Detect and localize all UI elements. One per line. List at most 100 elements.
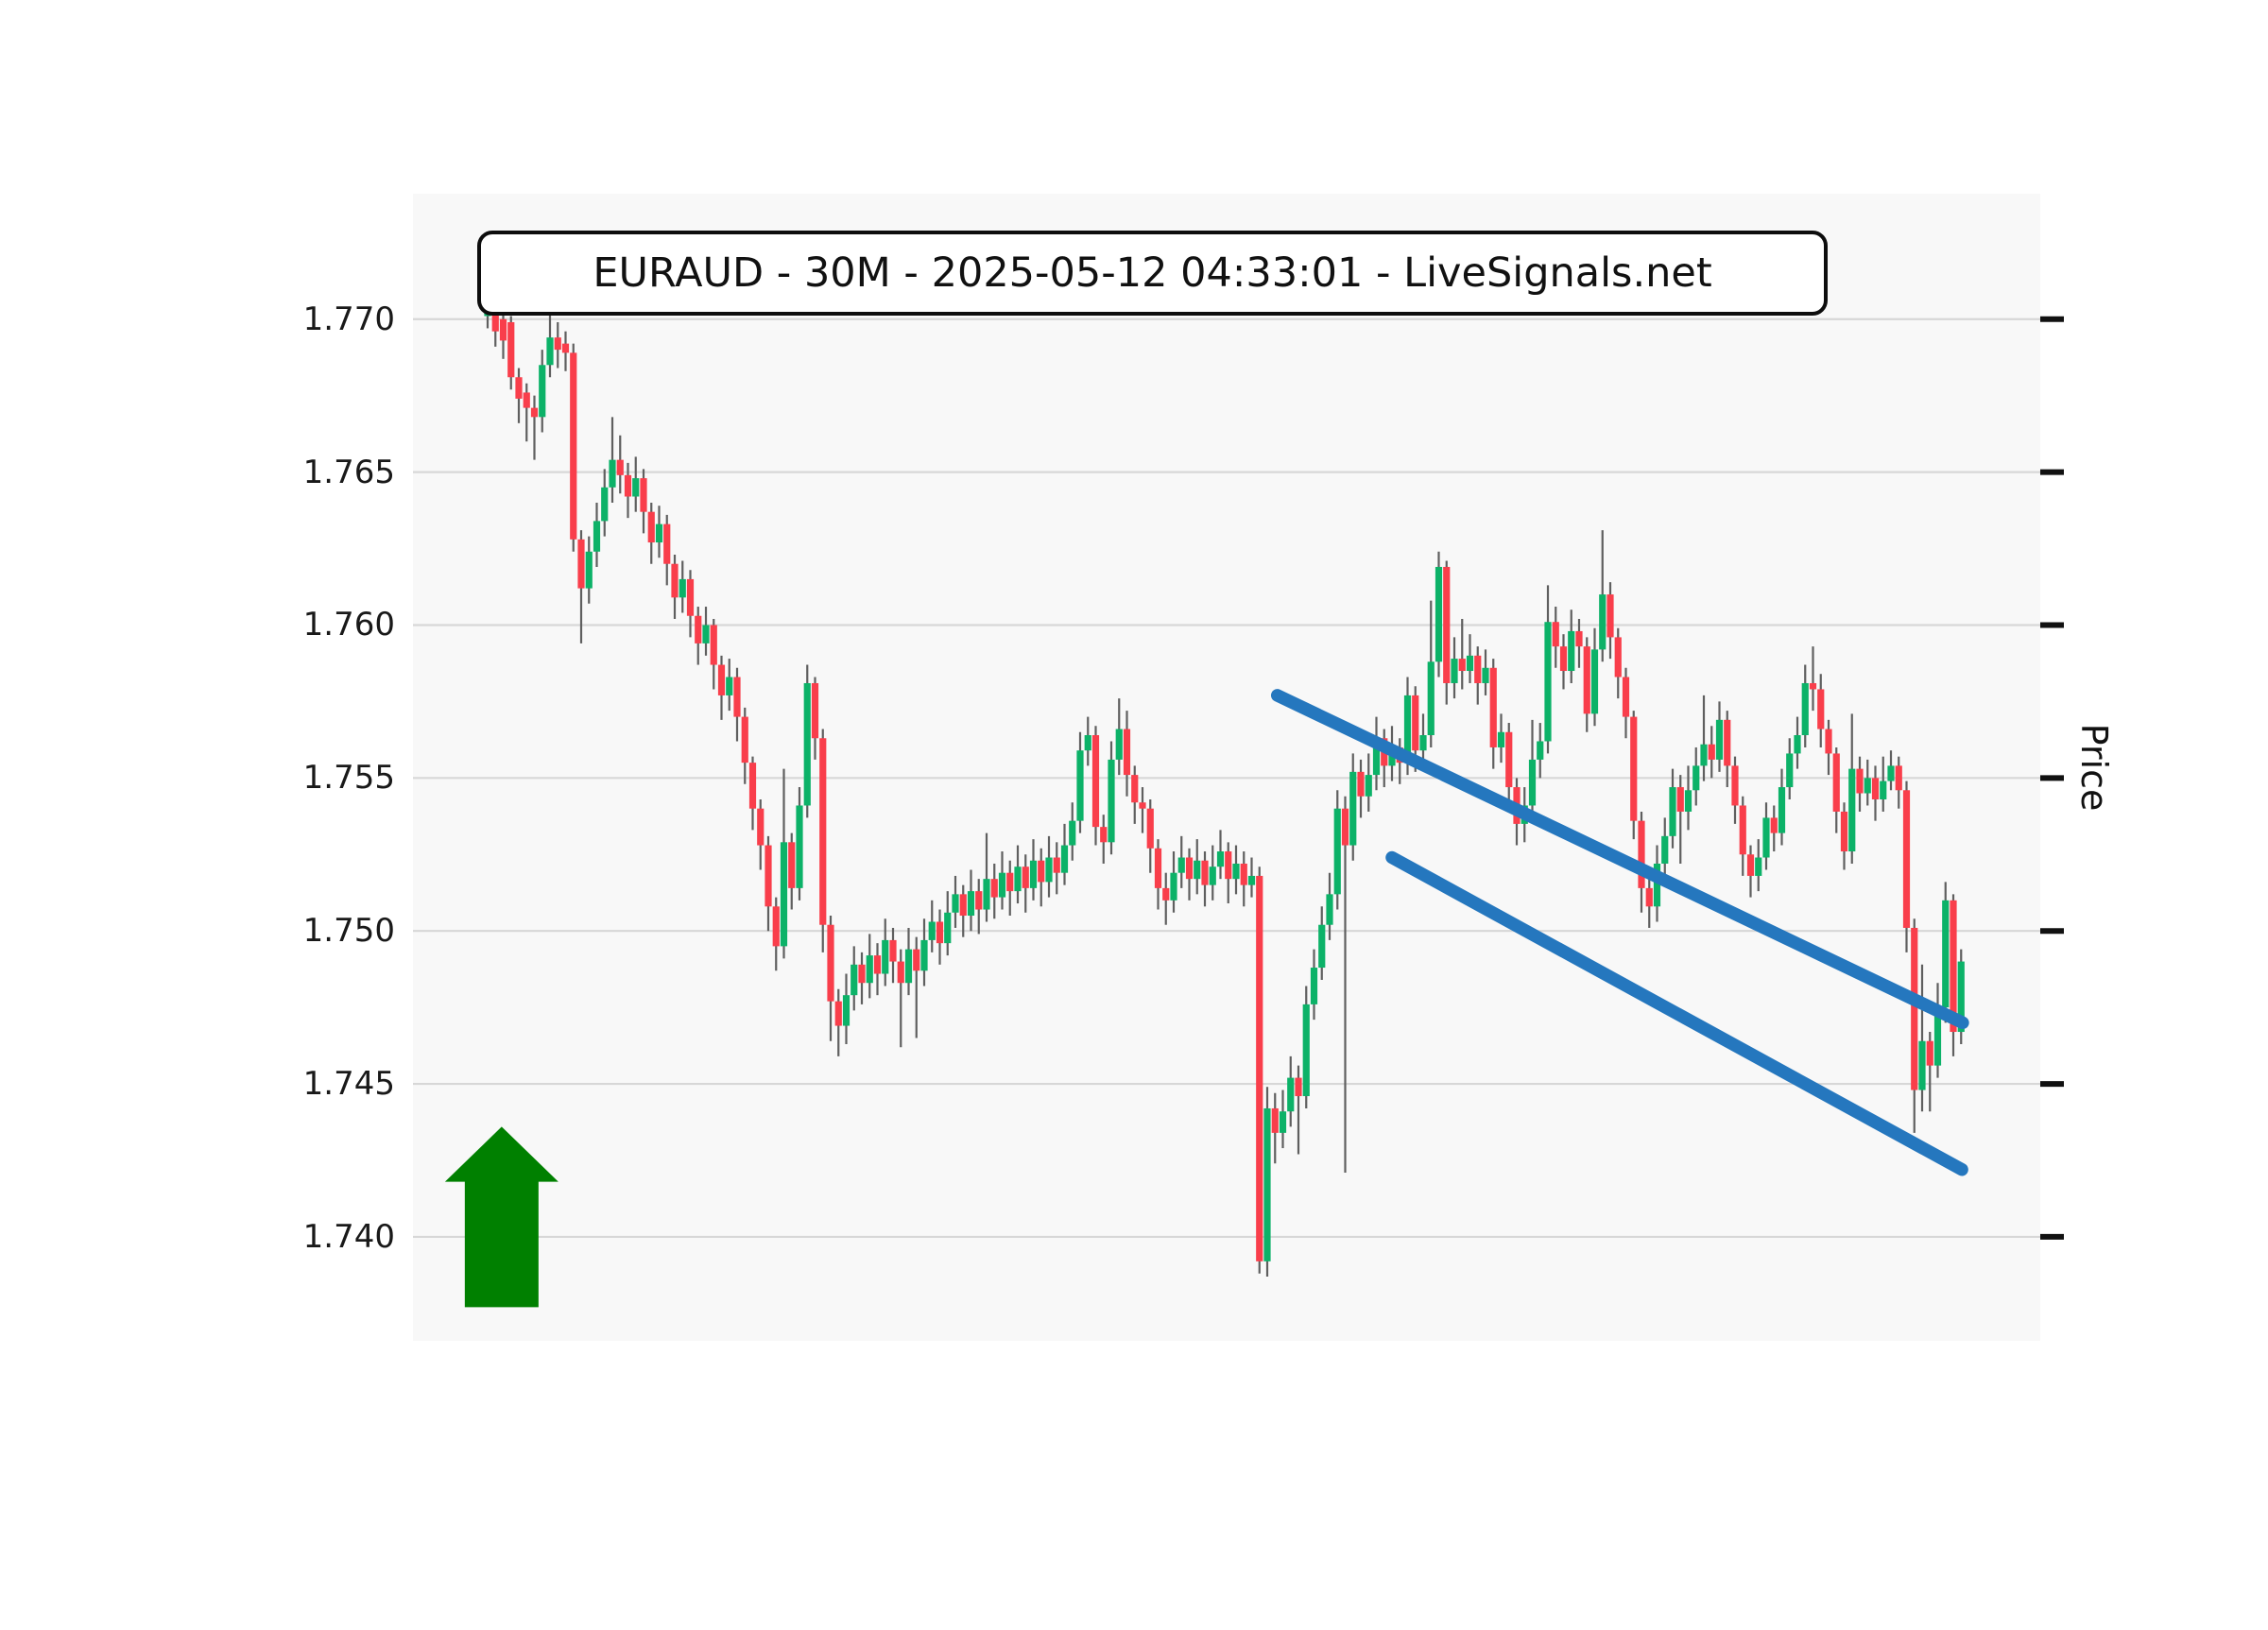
y-axis-tick-label: 1.750 (302, 912, 395, 950)
candle-body-up (1599, 594, 1606, 650)
candle-body-down (523, 392, 530, 408)
candle-body-up (1794, 735, 1801, 754)
candle-body-up (655, 523, 663, 543)
candle-body-up (983, 879, 990, 910)
candle-body-up (1318, 924, 1326, 969)
candle-body-down (772, 906, 780, 947)
candle-body-up (1263, 1107, 1271, 1261)
candle-body-up (1326, 894, 1333, 925)
candle-body-down (507, 321, 515, 378)
candle-body-down (1856, 768, 1864, 794)
candle-body-up (1069, 820, 1076, 846)
candle-body-down (1614, 637, 1622, 678)
candle-body-down (717, 664, 726, 695)
candle-body-up (1466, 655, 1474, 672)
candle-body-down (897, 961, 904, 984)
candle-body-down (1708, 744, 1715, 760)
candle-body-down (1505, 731, 1513, 788)
candle-body-down (827, 924, 834, 1002)
candle-body-up (842, 995, 850, 1026)
candle-body-down (1022, 866, 1029, 888)
y-axis-tick-label: 1.755 (302, 759, 395, 797)
candle-body-up (1108, 759, 1115, 843)
candle-body-down (1817, 689, 1825, 729)
candle-body-down (1770, 817, 1778, 833)
candle-body-down (990, 879, 998, 898)
candle-body-down (570, 352, 577, 540)
trend-lines (1270, 689, 1969, 1176)
candle-body-up (967, 891, 975, 917)
plot-area (413, 194, 2040, 1341)
candle-body-up (702, 625, 710, 643)
candle-body-up (944, 912, 952, 944)
candle-body-down (1053, 857, 1060, 873)
candle-body-up (1170, 872, 1177, 901)
candle-body-up (1762, 817, 1770, 858)
candle-body-down (710, 625, 717, 665)
candle-body-up (1060, 845, 1069, 873)
candle-body-down (695, 615, 702, 643)
candle-body-up (1801, 682, 1809, 736)
candle-body-down (1840, 811, 1848, 852)
candle-body-up (866, 955, 873, 984)
candle-body-down (765, 845, 772, 907)
candle-body-down (1832, 753, 1840, 812)
candle-body-up (1755, 857, 1762, 876)
candle-body-down (741, 716, 748, 764)
candle-body-down (1911, 927, 1918, 1090)
candle-body-up (780, 842, 788, 947)
candle-body-down (1146, 808, 1154, 849)
candle-body-up (1957, 961, 1965, 1033)
y-axis-tick-label: 1.740 (302, 1218, 395, 1256)
candle-body-up (1568, 630, 1575, 672)
candle-body-down (1950, 900, 1957, 1033)
candle-body-down (1458, 659, 1466, 672)
y-axis-tick-label: 1.770 (302, 300, 395, 338)
y-axis-tick-label: 1.765 (302, 454, 395, 491)
candle-body-up (539, 365, 546, 418)
candle-body-up (1310, 968, 1318, 1004)
chart-title-box: EURAUD - 30M - 2025-05-12 04:33:01 - Liv… (477, 231, 1828, 316)
candle-body-up (1933, 1007, 1942, 1066)
candle-body-down (1575, 630, 1583, 647)
candle-body-up (928, 921, 936, 940)
candle-body-up (1365, 775, 1372, 797)
candle-body-down (624, 474, 632, 497)
candle-body-down (640, 478, 647, 512)
candle-body-up (1014, 866, 1022, 892)
candle-body-down (1295, 1077, 1302, 1097)
candle-body-up (609, 459, 616, 488)
candle-body-up (1848, 768, 1856, 852)
y-axis-title: Price (2073, 723, 2115, 812)
candle-body-down (858, 964, 866, 984)
candle-body-up (1684, 790, 1692, 812)
candle-body-up (1942, 900, 1950, 1008)
candle-body-up (1333, 808, 1341, 895)
candle-body-up (632, 478, 640, 497)
candle-body-up (1590, 649, 1599, 714)
candle-body-up (1435, 566, 1443, 662)
candle-body-up (998, 872, 1006, 898)
candle-body-up (1045, 857, 1053, 883)
candle-body-up (1528, 759, 1537, 806)
candle-body-down (515, 377, 523, 399)
candle-body-up (679, 578, 686, 598)
candle-body-down (577, 539, 585, 589)
candle-body-up (1302, 1004, 1310, 1097)
candle-body-down (1489, 667, 1497, 747)
candle-body-down (1357, 771, 1365, 797)
candle-body-up (1403, 695, 1412, 764)
candle-body-up (1232, 863, 1240, 880)
chart-title: EURAUD - 30M - 2025-05-12 04:33:01 - Liv… (593, 249, 1712, 297)
candle-body-down (1902, 790, 1911, 928)
candle-body-down (1552, 622, 1559, 647)
candle-body-down (686, 578, 695, 616)
gridlines (413, 317, 2040, 1239)
candle-body-up (1537, 741, 1544, 760)
candle-body-down (1154, 848, 1162, 888)
candle-body-down (913, 949, 920, 971)
candle-body-down (1201, 860, 1209, 885)
candle-body-down (1559, 646, 1568, 672)
lower-channel-line (1385, 850, 1968, 1176)
